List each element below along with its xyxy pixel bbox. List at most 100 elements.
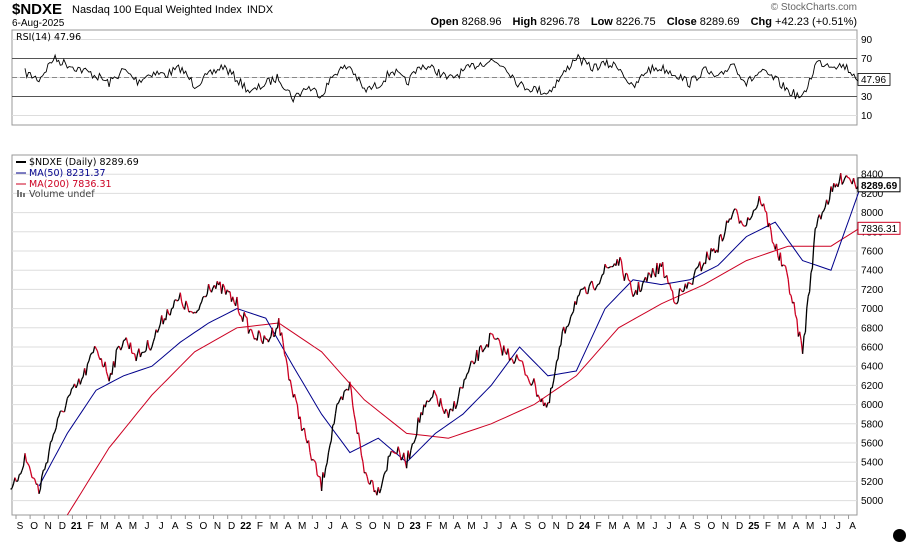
price-segment — [152, 337, 156, 342]
price-segment — [303, 428, 307, 438]
price-segment — [537, 394, 541, 399]
price-segment — [286, 365, 290, 381]
price-segment — [295, 399, 299, 406]
price-segment — [58, 411, 61, 417]
price-segment — [727, 218, 731, 223]
price-segment — [520, 360, 523, 362]
price-segment — [696, 266, 699, 269]
price-segment — [222, 283, 225, 288]
price-segment — [174, 299, 177, 302]
price-segment — [380, 480, 384, 489]
price-segment — [556, 358, 559, 362]
price-segment — [740, 220, 743, 225]
price-segment — [754, 207, 757, 211]
price-segment — [369, 479, 372, 485]
price-segment — [207, 283, 211, 290]
price-segment — [275, 327, 278, 330]
price-segment — [768, 222, 772, 231]
x-axis: S O N D 21 F M A M J J A S O N D 22 F M A M J J A S O N D 23 F M A M J J A S… — [15, 515, 856, 532]
price-tick-label: 5000 — [861, 496, 884, 507]
price-tick-label: 8400 — [861, 170, 884, 181]
price-segment — [54, 427, 57, 433]
price-segment — [291, 388, 294, 398]
price-segment — [783, 264, 787, 267]
rsi-current-box — [857, 73, 891, 86]
price-segment — [733, 208, 736, 211]
ma200-current-label: 7836.31 — [861, 224, 898, 235]
price-segment — [418, 412, 422, 423]
price-segment — [477, 346, 481, 361]
price-segment — [343, 389, 347, 393]
price-segment — [673, 301, 676, 304]
price-segment — [226, 289, 230, 293]
price-segment — [421, 404, 425, 416]
price-segment — [239, 314, 242, 317]
price-segment — [594, 286, 597, 291]
price-segment — [545, 402, 549, 408]
price-segment — [162, 318, 166, 325]
low-label: Low — [590, 16, 613, 28]
price-segment — [232, 296, 235, 303]
price-segment — [680, 289, 683, 293]
price-segment — [852, 177, 856, 185]
x-tick-label: J — [314, 521, 319, 532]
price-segment — [689, 282, 692, 285]
price-segment — [139, 352, 143, 358]
price-segment — [483, 347, 486, 350]
price-segment — [337, 399, 341, 404]
price-tick-label: 6200 — [861, 381, 884, 392]
price-segment — [52, 431, 56, 435]
open-label: Open — [430, 16, 459, 28]
price-segment — [38, 488, 42, 494]
high-label: High — [512, 16, 537, 28]
price-segment — [296, 404, 300, 419]
index-name: Nasdaq 100 Equal Weighted Index INDX — [72, 4, 273, 16]
price-segment — [385, 470, 388, 473]
price-tick-label: 6400 — [861, 362, 884, 373]
price-segment — [108, 372, 112, 382]
price-segment — [96, 350, 100, 357]
x-tick-label: F — [426, 521, 432, 532]
price-segment — [694, 267, 698, 271]
price-segment — [687, 281, 690, 284]
x-tick-label: J — [328, 521, 333, 532]
price-segment — [353, 414, 357, 423]
price-segment — [473, 361, 476, 365]
price-segment — [299, 416, 303, 431]
price-segment — [144, 350, 147, 353]
price-segment — [541, 398, 545, 407]
price-segment — [79, 379, 83, 385]
price-segment — [236, 296, 240, 312]
price-segment — [693, 269, 697, 276]
price-segment — [46, 451, 50, 463]
price-segment — [198, 304, 201, 311]
price-segment — [301, 428, 304, 432]
legend-price: $NDXE (Daily) 8289.69 — [29, 157, 139, 168]
price-segment — [489, 332, 492, 335]
price-segment — [784, 266, 788, 273]
price-segment — [647, 272, 651, 275]
x-tick-label: J — [497, 521, 502, 532]
price-segment — [311, 458, 314, 461]
price-segment — [721, 237, 725, 242]
price-segment — [326, 452, 330, 463]
x-tick-label: M — [778, 521, 786, 532]
price-segment — [577, 294, 580, 297]
price-segment — [171, 307, 174, 310]
price-segment — [503, 345, 506, 353]
price-segment — [27, 463, 30, 467]
x-tick-label: A — [341, 521, 348, 532]
price-segment — [820, 212, 823, 220]
price-segment — [469, 361, 472, 367]
price-segment — [807, 291, 811, 297]
x-tick-label: O — [30, 521, 38, 532]
price-segment — [533, 378, 537, 386]
price-segment — [381, 474, 385, 482]
price-segment — [327, 445, 331, 453]
price-segment — [256, 330, 260, 341]
price-tick-label: 5600 — [861, 439, 884, 450]
price-segment — [706, 251, 709, 258]
price-tick-label: 6800 — [861, 323, 884, 334]
price-segment — [408, 449, 412, 460]
price-segment — [462, 379, 465, 389]
